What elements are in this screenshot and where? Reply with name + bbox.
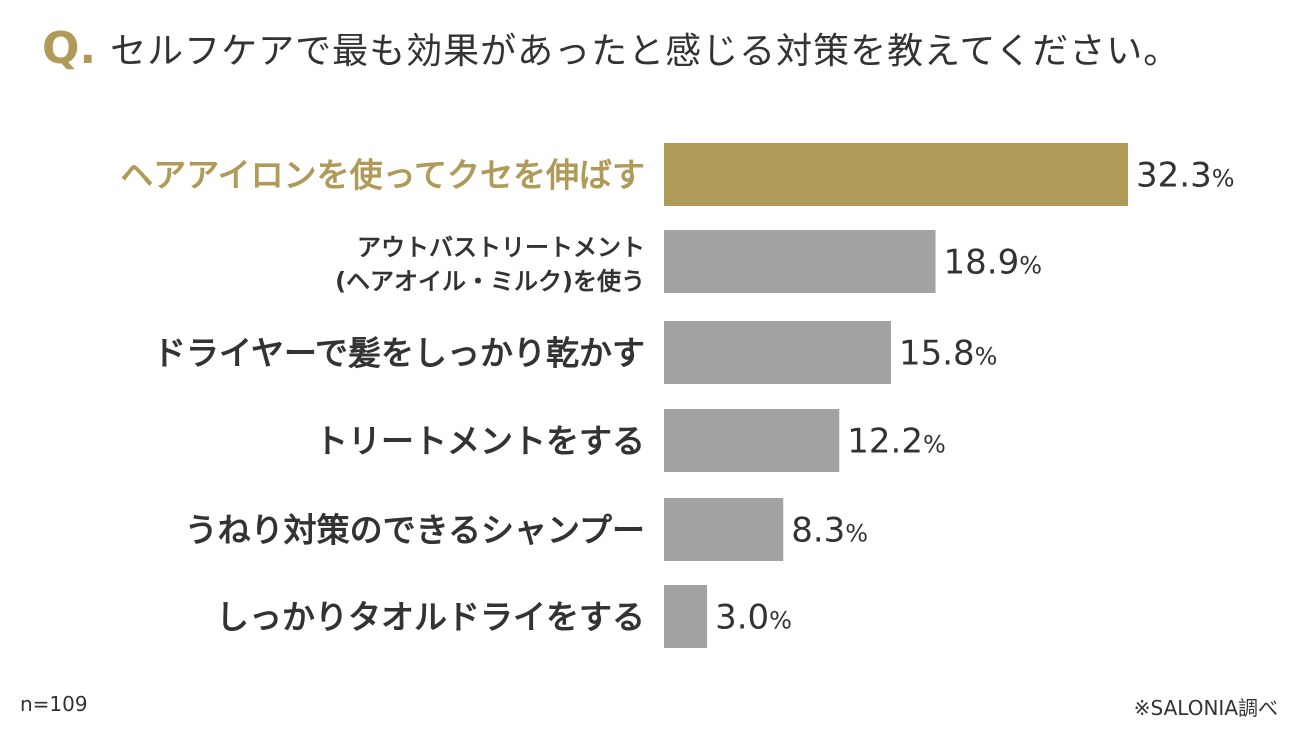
value-number-6: 3.0 bbox=[715, 598, 769, 638]
value-number-1: 32.3 bbox=[1136, 156, 1212, 196]
value-number-2: 18.9 bbox=[944, 243, 1020, 283]
source-note: ※SALONIA調べ bbox=[1133, 696, 1278, 720]
category-label-1: ヘアアイロンを使ってクセを伸ばす bbox=[120, 156, 645, 195]
sample-size: n=109 bbox=[20, 692, 88, 716]
value-number-3: 15.8 bbox=[899, 334, 975, 374]
bar-2 bbox=[664, 230, 936, 293]
value-label-1: 32.3% bbox=[1136, 156, 1235, 196]
bar-4 bbox=[664, 409, 840, 472]
category-label-2-line-1: アウトバストリートメント bbox=[357, 234, 645, 262]
bar-3 bbox=[664, 321, 891, 384]
value-label-3: 15.8% bbox=[899, 334, 998, 374]
question-text: セルフケアで最も効果があったと感じる対策を教えてください。 bbox=[110, 31, 1181, 72]
bar-6 bbox=[664, 585, 708, 648]
bar-1 bbox=[664, 143, 1128, 206]
value-unit-2: % bbox=[1019, 252, 1042, 280]
value-unit-5: % bbox=[845, 520, 868, 548]
value-label-4: 12.2% bbox=[847, 422, 946, 462]
value-label-6: 3.0% bbox=[715, 598, 792, 638]
bar-5 bbox=[664, 498, 784, 561]
category-label-3: ドライヤーで髪をしっかり乾かす bbox=[153, 334, 645, 373]
value-number-5: 8.3 bbox=[791, 511, 845, 551]
category-label-6: しっかりタオルドライをする bbox=[216, 598, 645, 637]
value-label-2: 18.9% bbox=[944, 243, 1043, 283]
value-number-4: 12.2 bbox=[847, 422, 923, 462]
question-dot: . bbox=[79, 23, 97, 74]
question-mark: Q bbox=[42, 23, 80, 74]
value-unit-1: % bbox=[1212, 165, 1235, 193]
value-unit-3: % bbox=[975, 343, 998, 371]
value-unit-6: % bbox=[769, 607, 792, 635]
category-label-5: うねり対策のできるシャンプー bbox=[185, 511, 645, 550]
value-unit-4: % bbox=[923, 431, 946, 459]
category-label-4: トリートメントをする bbox=[315, 422, 645, 461]
value-label-5: 8.3% bbox=[791, 511, 868, 551]
question-header: Q . セルフケアで最も効果があったと感じる対策を教えてください。 bbox=[42, 22, 1180, 74]
category-label-2-line-2: (ヘアオイル・ミルク)を使う bbox=[335, 268, 645, 296]
